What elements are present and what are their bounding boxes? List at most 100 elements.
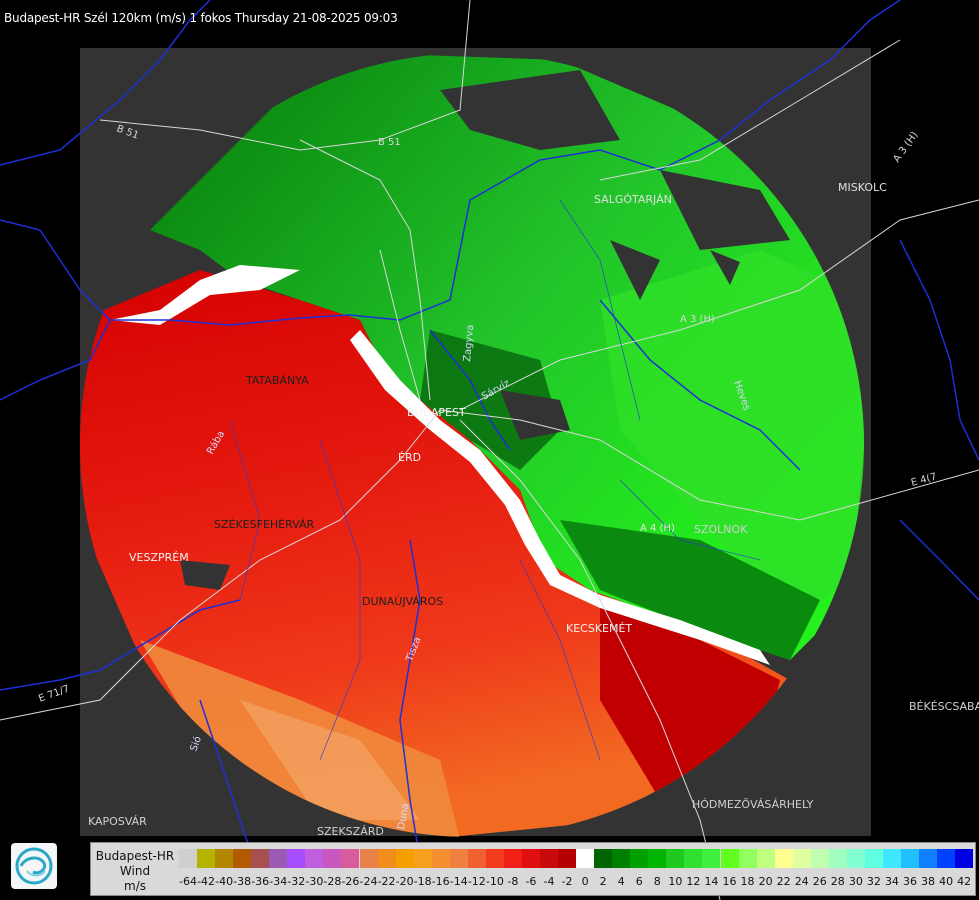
- label-szolnok: SZOLNOK: [694, 523, 748, 536]
- legend-swatch: [323, 849, 342, 868]
- label-kecskemet: KECSKEMÉT: [566, 622, 632, 635]
- label-salgotarjan: SALGÓTARJÁN: [594, 193, 672, 206]
- legend-tick-label: 38: [921, 875, 936, 888]
- legend-swatch: [684, 849, 703, 868]
- label-miskolc: MISKOLC: [838, 181, 887, 194]
- label-road-e47: E 4(7: [910, 472, 938, 489]
- label-dunaujvaros: DUNAÚJVÁROS: [362, 595, 443, 608]
- legend-swatch: [431, 849, 450, 868]
- legend-tick-label: 20: [758, 875, 773, 888]
- label-road-b51b: B 51: [378, 137, 401, 148]
- legend-tick-label: 40: [939, 875, 954, 888]
- legend-swatch: [756, 849, 775, 868]
- legend-swatch: [197, 849, 216, 868]
- legend-tick-label: -24: [359, 875, 378, 888]
- legend-tick-label: 24: [794, 875, 809, 888]
- label-river-duna: Duna: [396, 802, 411, 830]
- legend-swatch: [666, 849, 685, 868]
- legend-tick-label: 36: [903, 875, 917, 888]
- legend-swatch: [449, 849, 468, 868]
- legend-swatch: [305, 849, 324, 868]
- legend-swatch: [377, 849, 396, 868]
- legend-swatch: [341, 849, 360, 868]
- legend-tick-label: 4: [617, 875, 625, 888]
- legend-tick-label: 8: [653, 875, 661, 888]
- legend-swatch: [937, 849, 956, 868]
- label-road-a3: A 3 (H): [680, 314, 715, 325]
- legend-tick-label: -38: [233, 875, 252, 888]
- legend-radar-name: Budapest-HR: [95, 849, 175, 863]
- legend-swatch: [901, 849, 919, 868]
- legend-swatch: [720, 849, 739, 868]
- legend-tick-label: -2: [561, 875, 573, 888]
- label-szekszard: SZEKSZÁRD: [317, 825, 384, 838]
- legend-tick-label: -14: [449, 875, 468, 888]
- legend-tick-label: -20: [395, 875, 414, 888]
- legend-unit: m/s: [124, 879, 146, 893]
- legend-tick-label: 18: [740, 875, 755, 888]
- legend-tick-label: 42: [957, 875, 972, 888]
- legend-swatch: [233, 849, 252, 868]
- legend-tick-label: -34: [269, 875, 288, 888]
- legend-swatch: [648, 849, 667, 868]
- legend-tick-label: 16: [722, 875, 737, 888]
- label-szekesfehervar: SZÉKESFEHÉRVÁR: [214, 518, 315, 531]
- legend-swatch: [738, 849, 757, 868]
- legend-tick-label: -16: [431, 875, 450, 888]
- label-road-e71: E 71/7: [37, 684, 71, 705]
- legend-tick-label: -28: [323, 875, 342, 888]
- legend-tick-label: 0: [581, 875, 589, 888]
- legend-swatch: [919, 849, 938, 868]
- label-road-a4: A 4 (H): [640, 523, 675, 534]
- label-bekescsaba: BÉKÉSCSABA: [909, 700, 979, 713]
- label-hodmezovasarhely: HÓDMEZŐVÁSÁRHELY: [692, 797, 814, 811]
- legend-swatch: [576, 849, 595, 868]
- label-tatabanya: TATABÁNYA: [245, 374, 309, 387]
- legend-tick-label: -4: [543, 875, 555, 888]
- legend-tick-label: -12: [467, 875, 486, 888]
- label-budapest: BUDAPEST: [407, 406, 466, 419]
- label-road-a3b: A 3 (H): [891, 130, 920, 165]
- legend-swatch: [269, 849, 288, 868]
- legend-swatch: [702, 849, 721, 868]
- legend-tick-label: -10: [485, 875, 504, 888]
- legend-tick-label: 6: [635, 875, 643, 888]
- legend-tick-label: -36: [251, 875, 270, 888]
- legend-swatch: [413, 849, 432, 868]
- color-scale-legend: Budapest-HR Wind m/s -64 -42 -40 -38 -36 -34-…: [90, 842, 976, 896]
- legend-tick-label: -40: [215, 875, 234, 888]
- legend-tick-label: -18: [413, 875, 432, 888]
- legend-swatch: [955, 849, 974, 868]
- legend-swatch: [792, 849, 811, 868]
- label-kaposvar: KAPOSVÁR: [88, 815, 147, 828]
- legend-swatch: [846, 849, 865, 868]
- legend-swatch: [594, 849, 613, 868]
- legend-tick-label: 34: [884, 875, 899, 888]
- legend-swatch: [215, 849, 234, 868]
- legend-tick-label: -6: [525, 875, 537, 888]
- legend-tick-label: 10: [668, 875, 683, 888]
- legend-swatch: [612, 849, 631, 868]
- legend-tick-label: 28: [830, 875, 845, 888]
- legend-swatch: [287, 849, 306, 868]
- legend-tick-label: 14: [704, 875, 719, 888]
- radar-product-title: Budapest-HR Szél 120km (m/s) 1 fokos Thu…: [4, 11, 398, 25]
- label-river-sio: Sió: [188, 735, 204, 753]
- legend-tick-label: 32: [866, 875, 881, 888]
- legend-tick-label: 2: [599, 875, 607, 888]
- legend-tick-label: -26: [341, 875, 360, 888]
- service-logo-icon: [11, 843, 57, 889]
- label-river-zagyva: Zagyva: [462, 324, 476, 362]
- legend-tick-label: -32: [287, 875, 306, 888]
- legend-tick-label: 26: [812, 875, 827, 888]
- legend-swatch: [558, 849, 577, 868]
- legend-swatch: [521, 849, 540, 868]
- legend-tick-label: -64: [179, 875, 197, 888]
- legend-swatch: [882, 849, 901, 868]
- legend-swatch: [774, 849, 793, 868]
- legend-swatch: [864, 849, 883, 868]
- legend-swatch: [179, 849, 197, 868]
- legend-swatch: [828, 849, 847, 868]
